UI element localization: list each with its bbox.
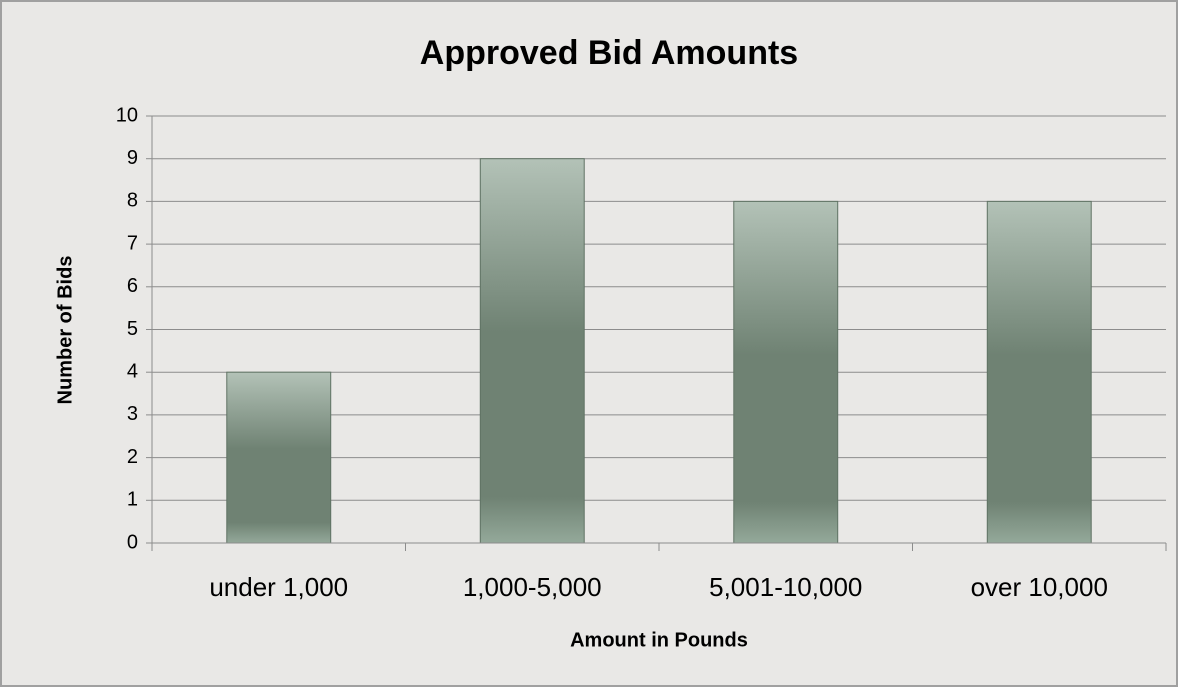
y-tick-label: 8 bbox=[127, 190, 138, 212]
bar bbox=[479, 158, 585, 544]
x-tick-label: 5,001-10,000 bbox=[709, 572, 862, 602]
chart-title: Approved Bid Amounts bbox=[420, 34, 798, 72]
y-tick-label: 0 bbox=[127, 531, 138, 553]
y-tick-label: 1 bbox=[127, 489, 138, 511]
y-tick-label: 6 bbox=[127, 275, 138, 297]
bar bbox=[733, 200, 839, 544]
y-tick-label: 3 bbox=[127, 403, 138, 425]
y-tick-label: 4 bbox=[127, 360, 138, 382]
x-tick-label: over 10,000 bbox=[971, 572, 1108, 602]
y-tick-label: 9 bbox=[127, 147, 138, 169]
y-tick-label: 5 bbox=[127, 318, 138, 340]
y-tick-label: 2 bbox=[127, 446, 138, 468]
x-tick-label: 1,000-5,000 bbox=[463, 572, 602, 602]
x-axis-title: Amount in Pounds bbox=[570, 629, 748, 651]
y-axis-title: Number of Bids bbox=[54, 256, 76, 405]
y-tick-label: 7 bbox=[127, 232, 138, 254]
bar bbox=[986, 200, 1092, 544]
y-tick-label: 10 bbox=[116, 104, 138, 126]
x-tick-label: under 1,000 bbox=[209, 572, 348, 602]
bar bbox=[226, 371, 332, 544]
